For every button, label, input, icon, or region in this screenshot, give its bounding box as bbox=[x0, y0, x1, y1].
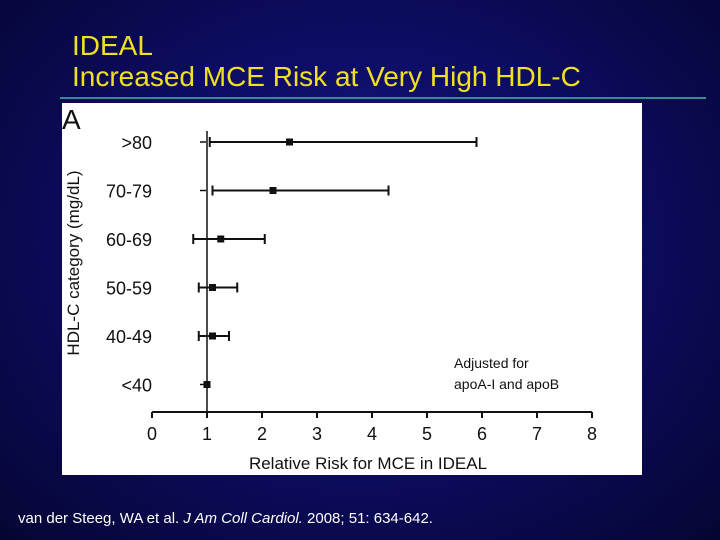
citation-authors: van der Steeg, WA et al. bbox=[18, 510, 184, 527]
category-label: 40-49 bbox=[106, 327, 152, 347]
title-line-2: Increased MCE Risk at Very High HDL-C bbox=[72, 61, 581, 92]
category-label: 60-69 bbox=[106, 230, 152, 250]
x-tick-label: 5 bbox=[422, 424, 432, 444]
category-label: 50-59 bbox=[106, 279, 152, 299]
point-estimate bbox=[269, 187, 277, 194]
category-label: <40 bbox=[121, 376, 152, 396]
x-tick-label: 4 bbox=[367, 424, 377, 444]
slide-title: IDEAL Increased MCE Risk at Very High HDL… bbox=[72, 30, 581, 92]
title-line-1: IDEAL bbox=[72, 30, 153, 61]
forest-plot-svg: A HDL-C category (mg/dL) 0 1 2 3 4 5 6 7 8 >80 70-… bbox=[62, 104, 597, 473]
point-estimate bbox=[209, 332, 216, 340]
point-estimate bbox=[209, 284, 216, 291]
x-tick-label: 8 bbox=[587, 424, 597, 444]
citation-details: 2008; 51: 634-642. bbox=[302, 510, 433, 527]
point-estimate bbox=[217, 235, 225, 243]
citation: van der Steeg, WA et al. J Am Coll Cardi… bbox=[18, 510, 433, 527]
panel-label: A bbox=[62, 104, 81, 135]
x-tick-label: 6 bbox=[477, 424, 487, 444]
y-axis-label: HDL-C category (mg/dL) bbox=[64, 170, 83, 355]
x-tick-label: 0 bbox=[147, 424, 157, 444]
citation-journal: J Am Coll Cardiol. bbox=[183, 510, 303, 527]
annotation-line-1: Adjusted for bbox=[454, 355, 529, 371]
x-tick-label: 7 bbox=[532, 424, 542, 444]
plot-layer: 0 1 2 3 4 5 6 7 8 >80 70-79 60-69 50-59 40-49 <40 bbox=[106, 131, 597, 444]
annotation-line-2: apoA-I and apoB bbox=[454, 376, 559, 392]
forest-plot-figure: A HDL-C category (mg/dL) 0 1 2 3 4 5 6 7 8 >80 70-… bbox=[62, 103, 642, 475]
x-axis-label: Relative Risk for MCE in IDEAL bbox=[249, 454, 487, 473]
x-tick-label: 3 bbox=[312, 424, 322, 444]
category-label: 70-79 bbox=[106, 182, 152, 202]
x-tick-label: 2 bbox=[257, 424, 267, 444]
category-label: >80 bbox=[121, 133, 152, 153]
title-divider bbox=[60, 97, 706, 99]
x-tick-label: 1 bbox=[202, 424, 212, 444]
point-estimate bbox=[203, 381, 211, 388]
point-estimate bbox=[286, 138, 293, 146]
